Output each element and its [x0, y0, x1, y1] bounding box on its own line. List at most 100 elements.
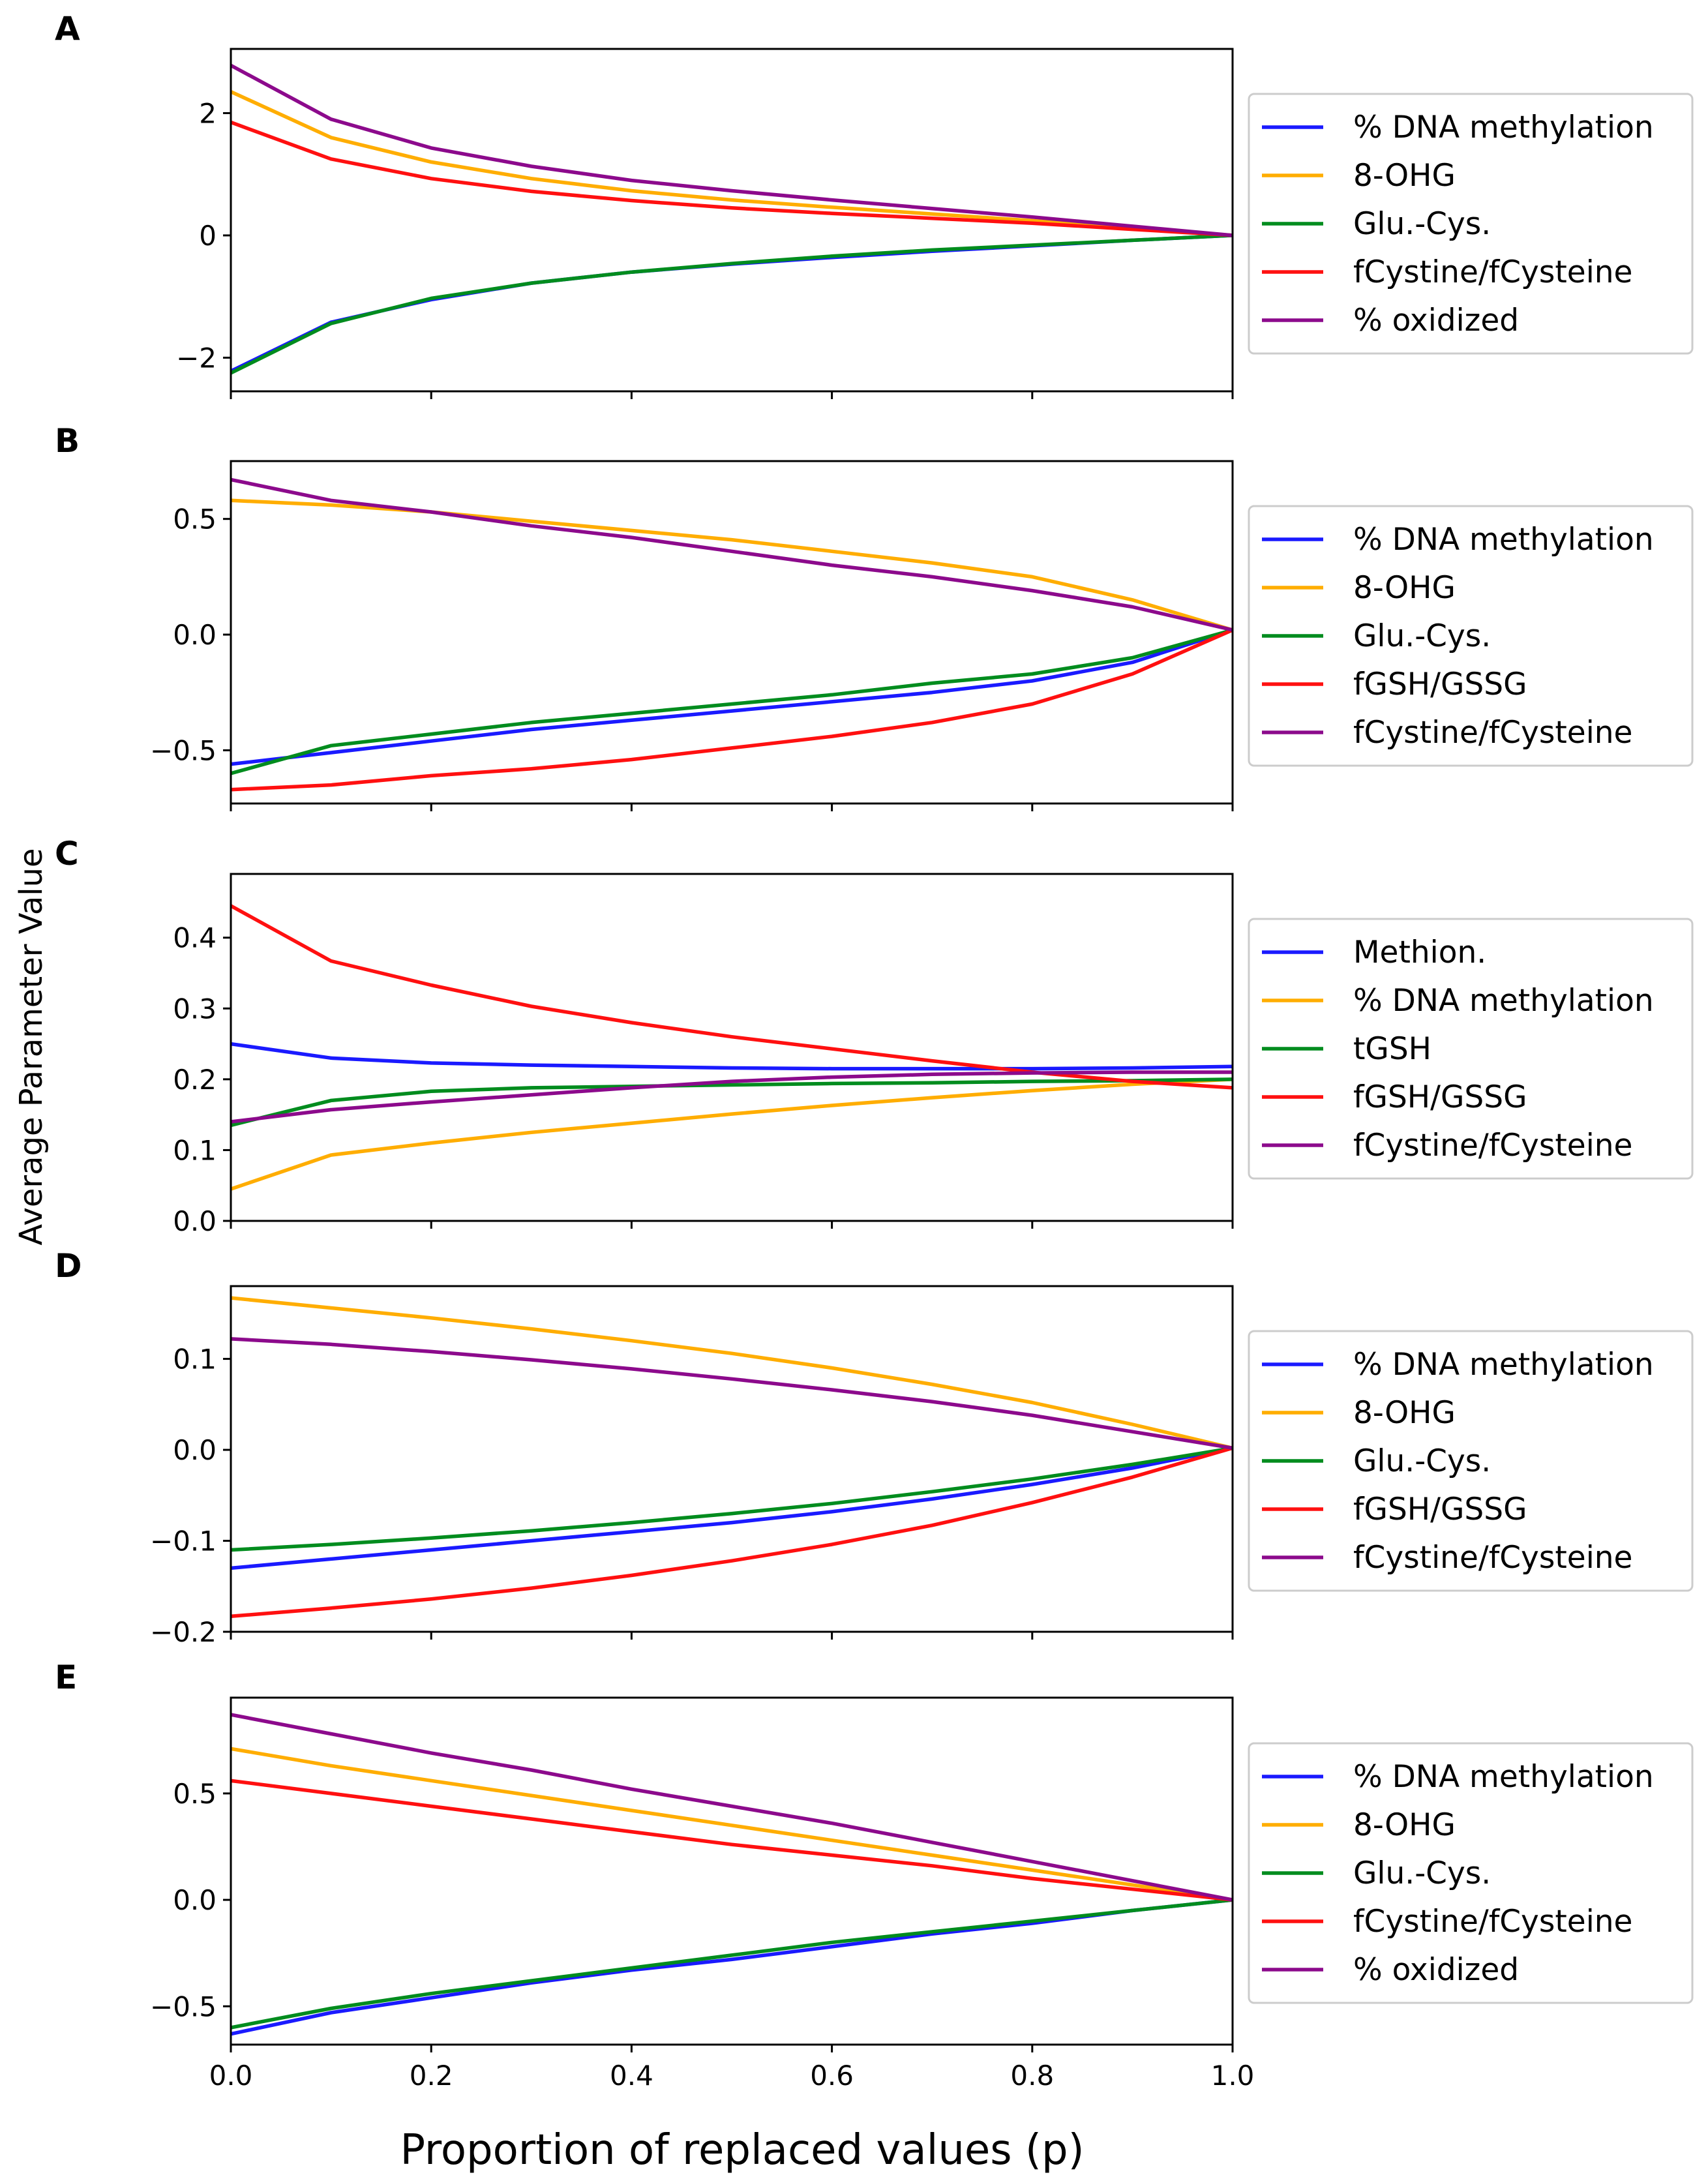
legend-label-b-2: Glu.-Cys.	[1353, 618, 1491, 654]
series-line-c-1	[231, 1077, 1233, 1191]
legend-label-d-4: fCystine/fCysteine	[1353, 1540, 1632, 1576]
y-tick-label-e-1: 0.0	[173, 1884, 217, 1916]
y-tick-label-c-4: 0.4	[173, 922, 217, 954]
panel-letter-b: B	[55, 422, 80, 460]
panel-a: A −2 0 2 % DNA methylation 8-OHG Glu.-Cys. fCys…	[55, 10, 1694, 399]
series-line-c-3	[231, 904, 1233, 1090]
series-line-e-2	[231, 1898, 1233, 2030]
y-tick-label-d-3: 0.1	[173, 1344, 217, 1375]
series-line-c-2	[231, 1077, 1233, 1128]
panel-letter-d: D	[55, 1247, 82, 1285]
series-group-e	[231, 1713, 1233, 2036]
legend-d: % DNA methylation 8-OHG Glu.-Cys. fGSH/GSSG…	[1248, 1330, 1694, 1592]
y-tick-label-d-2: 0.0	[173, 1434, 217, 1466]
legend-label-d-2: Glu.-Cys.	[1353, 1443, 1491, 1479]
x-tick-label-3: 0.6	[810, 2060, 854, 2092]
panel-letter-c: C	[55, 835, 79, 873]
y-tick-label-b-2: 0.5	[173, 503, 217, 535]
y-tick-label-c-3: 0.3	[173, 993, 217, 1025]
legend-label-c-3: fGSH/GSSG	[1353, 1079, 1527, 1115]
legend-label-e-0: % DNA methylation	[1353, 1759, 1654, 1795]
y-tick-label-a-0: −2	[176, 342, 217, 374]
panel-letter-e: E	[55, 1659, 77, 1696]
legend-label-a-3: fCystine/fCysteine	[1353, 254, 1632, 290]
plot-frame-c	[230, 873, 1234, 1222]
legend-box-d	[1248, 1330, 1694, 1592]
y-tick-label-b-0: −0.5	[150, 734, 217, 766]
legend-label-d-0: % DNA methylation	[1353, 1347, 1654, 1383]
series-group-c	[231, 904, 1233, 1191]
legend-label-b-0: % DNA methylation	[1353, 522, 1654, 558]
legend-a: % DNA methylation 8-OHG Glu.-Cys. fCystine/…	[1248, 93, 1694, 355]
series-group-b	[231, 477, 1233, 792]
y-axis-title: Average Parameter Value	[13, 848, 50, 1245]
panel-c: C 0.0 0.1 0.2 0.3 0.4 Methion. % DNA methylatio…	[55, 835, 1694, 1237]
series-line-e-3	[231, 1779, 1233, 1902]
series-line-b-0	[231, 628, 1233, 766]
legend-label-c-1: % DNA methylation	[1353, 983, 1654, 1019]
y-tick-label-c-1: 0.1	[173, 1134, 217, 1166]
plot-frame-e	[230, 1696, 1234, 2046]
legend-label-e-4: % oxidized	[1353, 1952, 1519, 1988]
y-tick-label-e-2: 0.5	[173, 1778, 217, 1810]
legend-box-e	[1248, 1742, 1694, 2004]
legend-b: % DNA methylation 8-OHG Glu.-Cys. fGSH/GSSG…	[1248, 505, 1694, 767]
legend-label-b-4: fCystine/fCysteine	[1353, 715, 1632, 751]
legend-label-c-4: fCystine/fCysteine	[1353, 1128, 1632, 1164]
series-line-b-3	[231, 628, 1233, 792]
legend-label-b-1: 8-OHG	[1353, 570, 1456, 606]
plot-frame-b	[230, 460, 1234, 805]
series-line-a-1	[231, 90, 1233, 237]
x-axis-title: Proportion of replaced values (p)	[400, 2126, 1084, 2174]
panel-b: B −0.5 0.0 0.5 % DNA methylation 8-OHG Glu.-Cy…	[55, 422, 1694, 811]
series-line-a-2	[231, 233, 1233, 375]
series-line-c-4	[231, 1070, 1233, 1124]
panel-e: E −0.5 0.0 0.5 0.0 0.2 0.4 0.6 0.8 1.0 % DNA methy…	[55, 1659, 1694, 2092]
series-line-a-3	[231, 120, 1233, 237]
series-line-d-3	[231, 1446, 1233, 1619]
plot-frame-d	[230, 1285, 1234, 1633]
x-tick-label-1: 0.2	[410, 2060, 453, 2092]
legend-label-e-3: fCystine/fCysteine	[1353, 1904, 1632, 1940]
legend-label-e-1: 8-OHG	[1353, 1807, 1456, 1843]
series-group-a	[231, 63, 1233, 375]
x-tick-label-2: 0.4	[610, 2060, 653, 2092]
series-line-e-1	[231, 1747, 1233, 1902]
plot-frame-a	[230, 48, 1234, 393]
y-tick-label-a-1: 0	[199, 220, 217, 252]
y-tick-label-e-0: −0.5	[150, 1990, 217, 2022]
y-tick-label-a-2: 2	[199, 97, 217, 129]
x-tick-label-5: 1.0	[1211, 2060, 1255, 2092]
series-line-a-4	[231, 63, 1233, 237]
y-tick-label-d-1: −0.1	[150, 1525, 217, 1557]
legend-box-b	[1248, 505, 1694, 767]
panel-d: D −0.2 −0.1 0.0 0.1 % DNA methylation 8-OHG Glu…	[55, 1247, 1694, 1648]
panel-letter-a: A	[55, 10, 80, 48]
legend-label-c-2: tGSH	[1353, 1031, 1431, 1067]
legend-box-c	[1248, 918, 1694, 1180]
legend-label-d-3: fGSH/GSSG	[1353, 1492, 1527, 1527]
legend-c: Methion. % DNA methylation tGSH fGSH/GSSG fC…	[1248, 918, 1694, 1180]
series-line-c-0	[231, 1042, 1233, 1071]
legend-label-b-3: fGSH/GSSG	[1353, 667, 1527, 702]
x-tick-label-0: 0.0	[209, 2060, 253, 2092]
y-tick-label-b-1: 0.0	[173, 619, 217, 651]
series-line-d-2	[231, 1446, 1233, 1552]
legend-box-a	[1248, 93, 1694, 355]
legend-label-c-0: Methion.	[1353, 935, 1486, 970]
series-line-b-2	[231, 628, 1233, 775]
legend-label-a-2: Glu.-Cys.	[1353, 206, 1491, 242]
y-tick-label-c-0: 0.0	[173, 1205, 217, 1237]
series-group-d	[231, 1296, 1233, 1619]
legend-label-a-0: % DNA methylation	[1353, 110, 1654, 145]
panels: A −2 0 2 % DNA methylation 8-OHG Glu.-Cys. fCys…	[55, 10, 1694, 2092]
legend-label-a-1: 8-OHG	[1353, 158, 1456, 194]
y-tick-label-c-2: 0.2	[173, 1064, 217, 1096]
series-line-d-1	[231, 1296, 1233, 1450]
series-line-d-0	[231, 1446, 1233, 1570]
legend-label-d-1: 8-OHG	[1353, 1395, 1456, 1431]
legend-label-e-2: Glu.-Cys.	[1353, 1855, 1491, 1891]
legend-label-a-4: % oxidized	[1353, 303, 1519, 338]
series-line-e-4	[231, 1713, 1233, 1902]
